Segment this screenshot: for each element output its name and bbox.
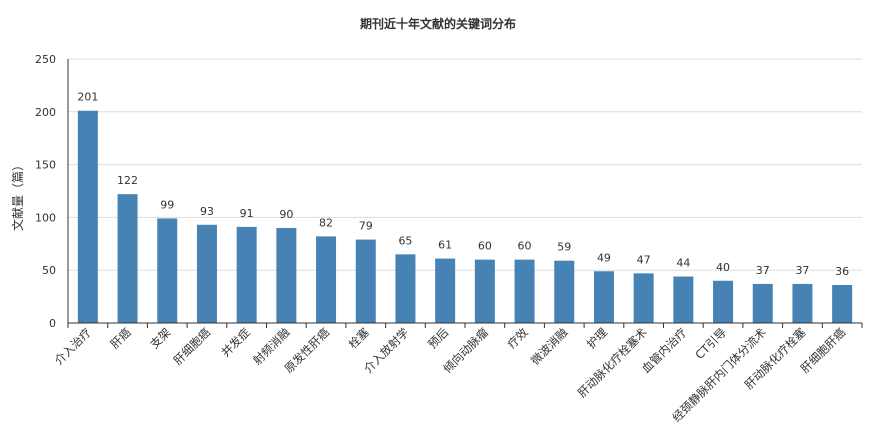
- y-tick-label: 100: [35, 211, 56, 224]
- y-axis-ticks: 0 50 100 150 200 250: [35, 53, 56, 330]
- bar: [395, 254, 416, 323]
- bar: [673, 276, 694, 323]
- x-tick-label: 肝癌: [108, 325, 135, 352]
- y-tick-label: 250: [35, 53, 56, 66]
- data-label: 47: [637, 253, 651, 266]
- data-label: 91: [240, 207, 254, 220]
- x-tick-label: 肝细胞癌: [171, 325, 214, 368]
- x-tick-label: 护理: [584, 325, 611, 352]
- data-label: 40: [716, 261, 730, 274]
- x-tick-label: 疗效: [505, 325, 532, 352]
- bar: [752, 283, 773, 323]
- y-tick-label: 200: [35, 106, 56, 119]
- data-label: 93: [200, 205, 214, 218]
- bars: [77, 110, 853, 323]
- data-label: 37: [756, 264, 770, 277]
- x-tick-label: 介入治疗: [52, 325, 94, 367]
- bar: [832, 284, 853, 323]
- data-label: 44: [676, 257, 690, 270]
- y-axis-label: 文献量（篇）: [10, 159, 25, 231]
- data-label: 36: [835, 265, 849, 278]
- data-label: 59: [557, 241, 571, 254]
- data-label: 90: [279, 208, 293, 221]
- data-label: 99: [160, 198, 174, 211]
- x-tick-label: CT引导: [692, 325, 729, 362]
- data-label: 82: [319, 216, 333, 229]
- bar: [633, 273, 654, 323]
- bar: [474, 259, 495, 323]
- x-tick-label: 并发症: [218, 325, 253, 360]
- bar: [236, 226, 257, 323]
- bar: [196, 224, 217, 323]
- bar: [435, 258, 456, 323]
- x-tick-label: 预后: [425, 325, 451, 351]
- bar: [554, 260, 575, 323]
- data-label: 65: [398, 234, 412, 247]
- data-label: 60: [478, 240, 492, 253]
- chart-title: 期刊近十年文献的关键词分布: [360, 16, 516, 31]
- data-label: 201: [77, 91, 98, 104]
- data-label: 49: [597, 251, 611, 264]
- x-tick-label: 支架: [147, 325, 173, 351]
- bar: [355, 239, 376, 323]
- x-tick-label: 微波消融: [528, 325, 571, 368]
- grid-lines: [68, 58, 862, 271]
- y-tick-label: 150: [35, 159, 56, 172]
- bar: [276, 227, 297, 323]
- data-label: 61: [438, 239, 452, 252]
- data-label: 37: [795, 264, 809, 277]
- data-label: 79: [359, 220, 373, 233]
- x-tick-label: 栓塞: [346, 325, 373, 352]
- bar: [316, 236, 337, 323]
- data-label: 122: [117, 174, 138, 187]
- bar: [117, 194, 138, 323]
- y-tick-label: 50: [42, 264, 56, 277]
- y-tick-label: 0: [49, 317, 56, 330]
- bar: [77, 110, 98, 323]
- bar: [157, 218, 178, 323]
- bar: [792, 283, 813, 323]
- data-label: 60: [518, 240, 532, 253]
- bar: [514, 259, 535, 323]
- x-tick-label: 肝动脉化疗栓塞术: [575, 325, 650, 400]
- data-labels: 201 122 99 93 91 90 82 79 65 61 60 60 59 49 47 44 40 37 37…: [77, 91, 849, 278]
- bar: [713, 280, 734, 323]
- bar: [593, 271, 614, 323]
